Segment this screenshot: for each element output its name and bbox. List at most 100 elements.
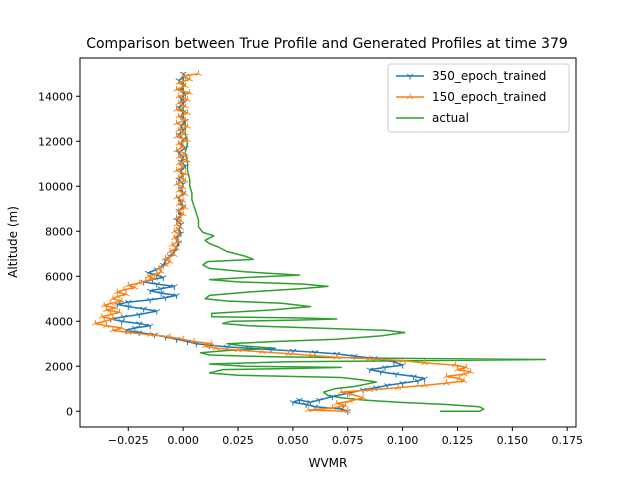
data-point bbox=[166, 333, 174, 340]
data-point bbox=[315, 397, 323, 404]
data-point bbox=[344, 407, 352, 414]
data-point bbox=[182, 204, 189, 210]
data-point bbox=[462, 363, 470, 370]
y-tick-label: 10000 bbox=[38, 180, 73, 193]
data-point bbox=[186, 89, 194, 96]
data-point bbox=[179, 183, 187, 190]
data-point bbox=[302, 402, 310, 408]
data-point bbox=[146, 288, 154, 295]
data-point bbox=[124, 281, 132, 288]
data-point bbox=[109, 326, 117, 333]
data-point bbox=[175, 200, 183, 207]
data-point bbox=[182, 170, 189, 177]
data-point bbox=[329, 394, 336, 401]
chart-title: Comparison between True Profile and Gene… bbox=[86, 36, 568, 52]
data-point bbox=[146, 323, 154, 330]
data-point bbox=[366, 355, 373, 362]
data-point bbox=[135, 279, 143, 286]
data-point bbox=[162, 295, 169, 302]
data-point bbox=[399, 380, 406, 387]
data-point bbox=[201, 342, 209, 349]
data-point bbox=[179, 163, 187, 170]
y-tick-label: 4000 bbox=[45, 315, 73, 328]
data-point bbox=[140, 306, 147, 313]
data-point bbox=[394, 384, 402, 390]
data-point bbox=[173, 244, 180, 251]
x-axis: −0.025 0.000 0.025 0.050 0.075 0.100 0.125 0.15… bbox=[108, 427, 583, 447]
legend-marker bbox=[406, 93, 414, 100]
data-point bbox=[307, 351, 314, 358]
data-point bbox=[171, 227, 178, 234]
data-point bbox=[182, 129, 189, 136]
data-point bbox=[173, 86, 180, 92]
data-point bbox=[92, 320, 99, 326]
data-point bbox=[333, 353, 341, 360]
data-point bbox=[153, 308, 161, 315]
data-point bbox=[175, 113, 183, 119]
data-point bbox=[111, 304, 119, 310]
data-point bbox=[182, 102, 189, 109]
x-tick-label: 0.025 bbox=[222, 434, 254, 447]
y-axis: 0 2000 4000 6000 8000 10000 12000 14000 bbox=[38, 90, 80, 418]
data-point bbox=[377, 369, 384, 376]
legend-label: 150_epoch_trained bbox=[432, 90, 546, 104]
data-point bbox=[234, 346, 242, 353]
x-tick-label: 0.100 bbox=[387, 434, 419, 447]
x-tick-label: 0.125 bbox=[442, 434, 474, 447]
data-point bbox=[451, 361, 459, 368]
data-point bbox=[182, 150, 189, 156]
data-point bbox=[381, 365, 389, 371]
data-point bbox=[175, 207, 183, 214]
data-point bbox=[173, 293, 180, 299]
data-point bbox=[179, 210, 187, 217]
data-point bbox=[342, 402, 349, 408]
data-point bbox=[171, 284, 178, 290]
data-point bbox=[456, 375, 463, 381]
data-point bbox=[173, 167, 180, 173]
data-point bbox=[173, 119, 180, 126]
data-point bbox=[118, 324, 125, 331]
data-point bbox=[175, 187, 183, 193]
data-point bbox=[153, 270, 161, 277]
series-layer bbox=[92, 70, 547, 415]
data-point bbox=[285, 350, 292, 356]
data-point bbox=[175, 126, 183, 133]
data-point bbox=[175, 160, 183, 166]
data-point bbox=[184, 96, 191, 102]
data-point bbox=[162, 254, 169, 261]
data-point bbox=[168, 241, 176, 247]
y-tick-label: 2000 bbox=[45, 360, 73, 373]
data-point bbox=[120, 314, 128, 321]
data-point bbox=[179, 72, 187, 79]
data-point bbox=[304, 406, 312, 413]
data-point bbox=[166, 258, 174, 264]
data-point bbox=[467, 368, 474, 375]
data-point bbox=[114, 293, 121, 299]
data-point bbox=[366, 386, 373, 393]
x-axis-label: WVMR bbox=[309, 456, 348, 470]
series-actual bbox=[182, 73, 547, 413]
data-point bbox=[177, 224, 185, 231]
legend-label: actual bbox=[432, 111, 469, 125]
data-point bbox=[157, 286, 165, 293]
data-point bbox=[460, 370, 468, 377]
data-point bbox=[399, 357, 406, 363]
legend-box bbox=[387, 63, 570, 133]
data-point bbox=[175, 92, 183, 99]
data-point bbox=[135, 321, 143, 327]
data-point bbox=[155, 264, 163, 271]
data-point bbox=[333, 399, 341, 406]
data-point bbox=[173, 180, 180, 187]
data-point bbox=[208, 340, 215, 346]
data-point bbox=[443, 372, 450, 379]
data-point bbox=[258, 348, 266, 355]
data-point bbox=[120, 286, 128, 292]
data-point bbox=[443, 379, 450, 386]
axes-frame bbox=[79, 57, 577, 428]
data-point bbox=[182, 190, 189, 197]
data-point bbox=[131, 284, 139, 290]
data-point bbox=[392, 371, 400, 378]
data-point bbox=[153, 281, 161, 288]
data-point bbox=[307, 400, 314, 406]
